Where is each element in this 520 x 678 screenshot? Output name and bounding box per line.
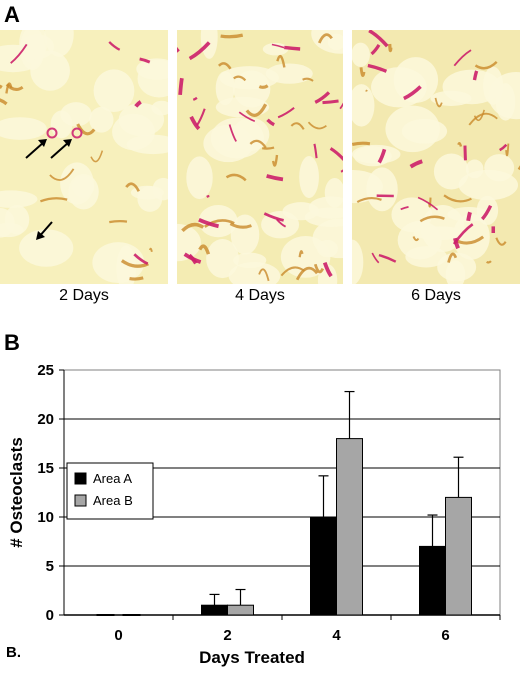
- bar-area-b: [228, 605, 254, 615]
- caption-4-days: 4 Days: [180, 287, 340, 305]
- bone-edge: [221, 35, 243, 37]
- tissue-texture: [112, 114, 155, 150]
- bar-area-a: [202, 605, 228, 615]
- x-tick-label: 0: [114, 627, 122, 644]
- tissue-texture: [352, 43, 370, 67]
- panel-a-letter: A: [4, 2, 20, 28]
- y-tick-label: 0: [46, 607, 54, 624]
- bone-edge: [487, 261, 491, 262]
- tissue-texture: [282, 202, 319, 220]
- x-tick-label: 4: [332, 627, 341, 644]
- y-tick-label: 10: [37, 509, 54, 526]
- bone-edge: [390, 44, 391, 50]
- tissue-texture: [68, 174, 98, 209]
- tissue-texture: [92, 242, 144, 283]
- bone-edge: [352, 143, 370, 144]
- legend: Area A Area B: [67, 463, 153, 519]
- x-axis-label: Days Treated: [199, 648, 305, 667]
- tissue-texture: [299, 156, 319, 198]
- bone-edge: [259, 86, 267, 88]
- legend-swatch: [75, 473, 86, 484]
- tissue-texture: [398, 221, 442, 260]
- tissue-texture: [402, 119, 447, 144]
- osteoclast-stain: [284, 47, 300, 49]
- osteoclast-stain: [474, 71, 476, 80]
- osteoclast-stain: [468, 212, 470, 221]
- y-tick-label: 5: [46, 558, 54, 575]
- osteoclast-bar-chart: 0 5 10 15 20 25 0 2 4 6 # Osteoclasts Days Treated A…: [0, 355, 520, 673]
- tissue-texture: [281, 236, 331, 278]
- caption-2-days: 2 Days: [4, 287, 164, 305]
- osteoclast-stain: [180, 78, 182, 95]
- y-tick-label: 25: [37, 362, 54, 379]
- osteoclast-stain: [207, 196, 210, 197]
- y-tick-label: 20: [37, 411, 54, 428]
- micrograph-2-days: [0, 30, 168, 284]
- tissue-texture: [366, 167, 397, 211]
- tissue-texture: [459, 170, 518, 200]
- legend-label: Area B: [93, 493, 133, 508]
- y-axis-label: # Osteoclasts: [7, 437, 26, 548]
- tissue-texture: [94, 69, 135, 112]
- legend-label: Area A: [93, 471, 132, 486]
- tissue-texture: [60, 102, 91, 126]
- tissue-texture: [19, 229, 73, 267]
- bar-area-a: [420, 546, 446, 615]
- tissue-texture: [231, 215, 260, 255]
- bone-edge: [109, 221, 127, 222]
- caption-6-days: 6 Days: [356, 287, 516, 305]
- panel-b-footer-label: B.: [6, 644, 21, 661]
- y-tick-label: 15: [37, 460, 54, 477]
- legend-swatch: [75, 495, 86, 506]
- x-tick-label: 6: [441, 627, 449, 644]
- micrograph-6-days: [352, 30, 520, 284]
- bone-edge: [130, 278, 144, 279]
- osteoclast-stain: [322, 101, 338, 103]
- panel-b-letter: B: [4, 330, 20, 356]
- micrograph-4-days: [177, 30, 343, 284]
- x-tick-label: 2: [223, 627, 231, 644]
- tissue-texture: [352, 145, 400, 164]
- bar-area-b: [446, 497, 472, 615]
- chart-svg: 0 5 10 15 20 25 0 2 4 6 # Osteoclasts Days Treated A…: [0, 355, 520, 673]
- tissue-texture: [186, 156, 212, 199]
- tissue-texture: [266, 63, 313, 83]
- bar-area-b: [337, 439, 363, 615]
- bar-area-a: [311, 517, 337, 615]
- tissue-texture: [216, 71, 235, 105]
- bone-edge: [262, 148, 274, 149]
